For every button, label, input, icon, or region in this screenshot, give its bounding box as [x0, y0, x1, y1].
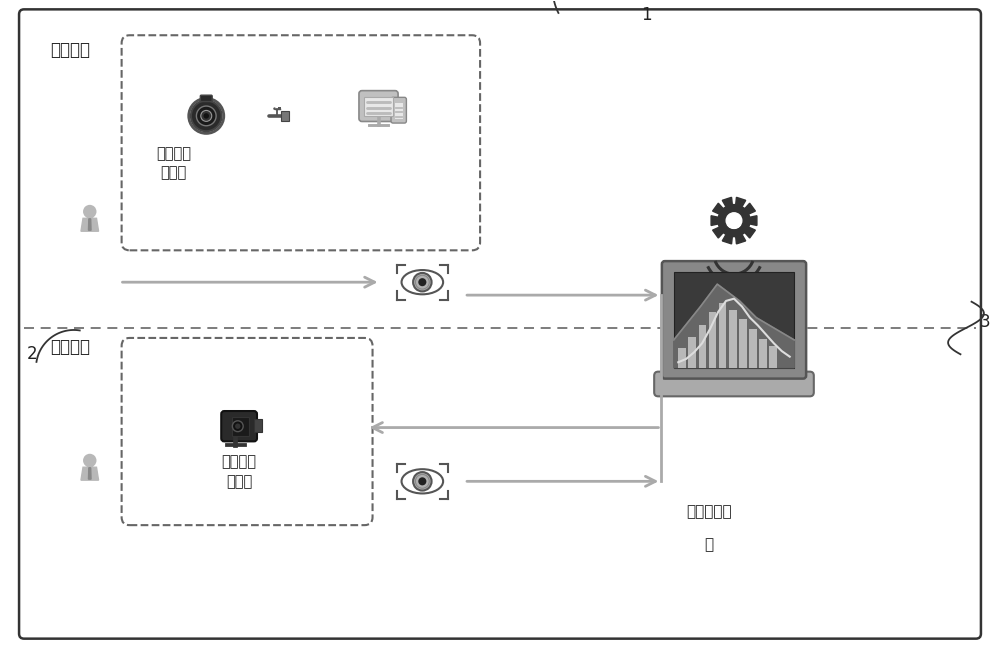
Polygon shape: [88, 219, 91, 230]
Circle shape: [413, 472, 432, 491]
Circle shape: [83, 205, 96, 218]
Bar: [729, 310, 737, 368]
Polygon shape: [736, 198, 746, 206]
Circle shape: [418, 477, 426, 486]
FancyBboxPatch shape: [654, 372, 814, 396]
Polygon shape: [713, 203, 723, 214]
Circle shape: [726, 213, 742, 228]
Bar: [688, 337, 696, 368]
Circle shape: [204, 113, 209, 119]
FancyBboxPatch shape: [221, 411, 257, 441]
Text: 2: 2: [27, 345, 38, 363]
FancyBboxPatch shape: [19, 9, 981, 639]
Bar: [749, 329, 757, 368]
Polygon shape: [674, 284, 794, 368]
Bar: [232, 417, 249, 436]
Circle shape: [717, 204, 751, 237]
FancyBboxPatch shape: [662, 261, 806, 378]
Bar: [759, 339, 767, 368]
Polygon shape: [722, 198, 732, 206]
Text: 虹膜比对: 虹膜比对: [50, 338, 90, 356]
Polygon shape: [711, 216, 718, 226]
Polygon shape: [81, 218, 99, 231]
Bar: [281, 111, 289, 121]
Bar: [395, 103, 403, 119]
Text: 虹膜采集
摄像头: 虹膜采集 摄像头: [156, 146, 191, 181]
Text: 虹膜采集: 虹膜采集: [50, 41, 90, 59]
Bar: [699, 326, 706, 368]
Polygon shape: [736, 235, 746, 244]
Text: 3: 3: [980, 313, 991, 331]
Bar: [769, 346, 777, 368]
Text: 虹膜识别系: 虹膜识别系: [686, 504, 732, 519]
Bar: [678, 348, 686, 368]
Polygon shape: [713, 227, 723, 238]
Text: 1: 1: [641, 6, 652, 24]
Bar: [278, 107, 281, 110]
Bar: [674, 272, 794, 368]
Ellipse shape: [402, 469, 443, 493]
Polygon shape: [87, 465, 92, 467]
FancyBboxPatch shape: [391, 98, 406, 123]
Polygon shape: [745, 203, 755, 214]
FancyBboxPatch shape: [200, 95, 212, 101]
FancyBboxPatch shape: [359, 90, 398, 122]
Polygon shape: [722, 235, 732, 244]
Text: 统: 统: [705, 537, 714, 552]
Text: 虹膜识别
摄像头: 虹膜识别 摄像头: [222, 454, 257, 489]
Circle shape: [235, 424, 240, 429]
Bar: [254, 419, 262, 432]
Circle shape: [413, 273, 432, 291]
Ellipse shape: [402, 270, 443, 294]
Polygon shape: [81, 467, 99, 480]
Circle shape: [196, 106, 216, 125]
Circle shape: [83, 454, 96, 467]
Circle shape: [418, 278, 426, 286]
Polygon shape: [87, 216, 92, 218]
Polygon shape: [750, 216, 757, 226]
Bar: [739, 318, 747, 368]
Bar: [709, 312, 716, 368]
Bar: [364, 98, 393, 116]
Circle shape: [201, 111, 212, 122]
Bar: [719, 303, 726, 368]
Circle shape: [273, 107, 276, 110]
Polygon shape: [745, 227, 755, 238]
Circle shape: [191, 101, 222, 131]
Polygon shape: [88, 468, 91, 479]
Circle shape: [232, 421, 243, 432]
